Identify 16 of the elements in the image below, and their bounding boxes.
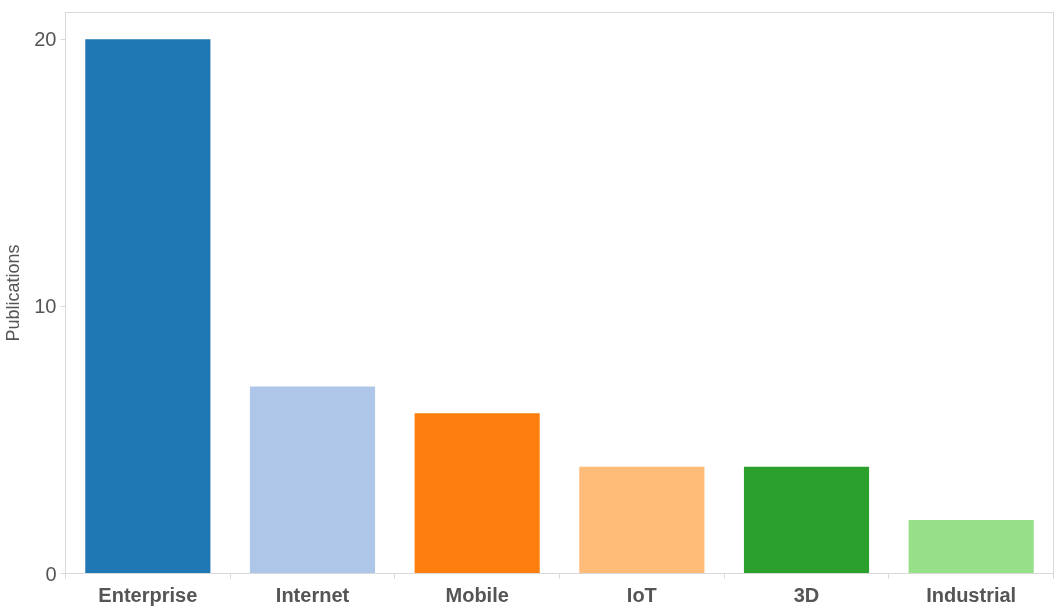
bar: [579, 466, 705, 574]
bar: [414, 413, 540, 574]
x-tick-label: Mobile: [445, 583, 509, 606]
x-tick-label: Internet: [275, 583, 350, 606]
x-tick-label: Industrial: [926, 583, 1017, 606]
x-tick-label: 3D: [793, 583, 820, 606]
y-axis-title: Publications: [3, 244, 24, 342]
y-tick-label: 10: [34, 295, 57, 318]
y-tick-label: 20: [34, 28, 57, 51]
bar: [249, 386, 376, 574]
y-tick-label: 0: [45, 562, 57, 585]
bar: [743, 466, 870, 574]
x-tick-label: Enterprise: [98, 583, 198, 606]
bar: [85, 39, 211, 574]
x-tick-label: IoT: [626, 583, 657, 606]
bar: [908, 520, 1034, 574]
